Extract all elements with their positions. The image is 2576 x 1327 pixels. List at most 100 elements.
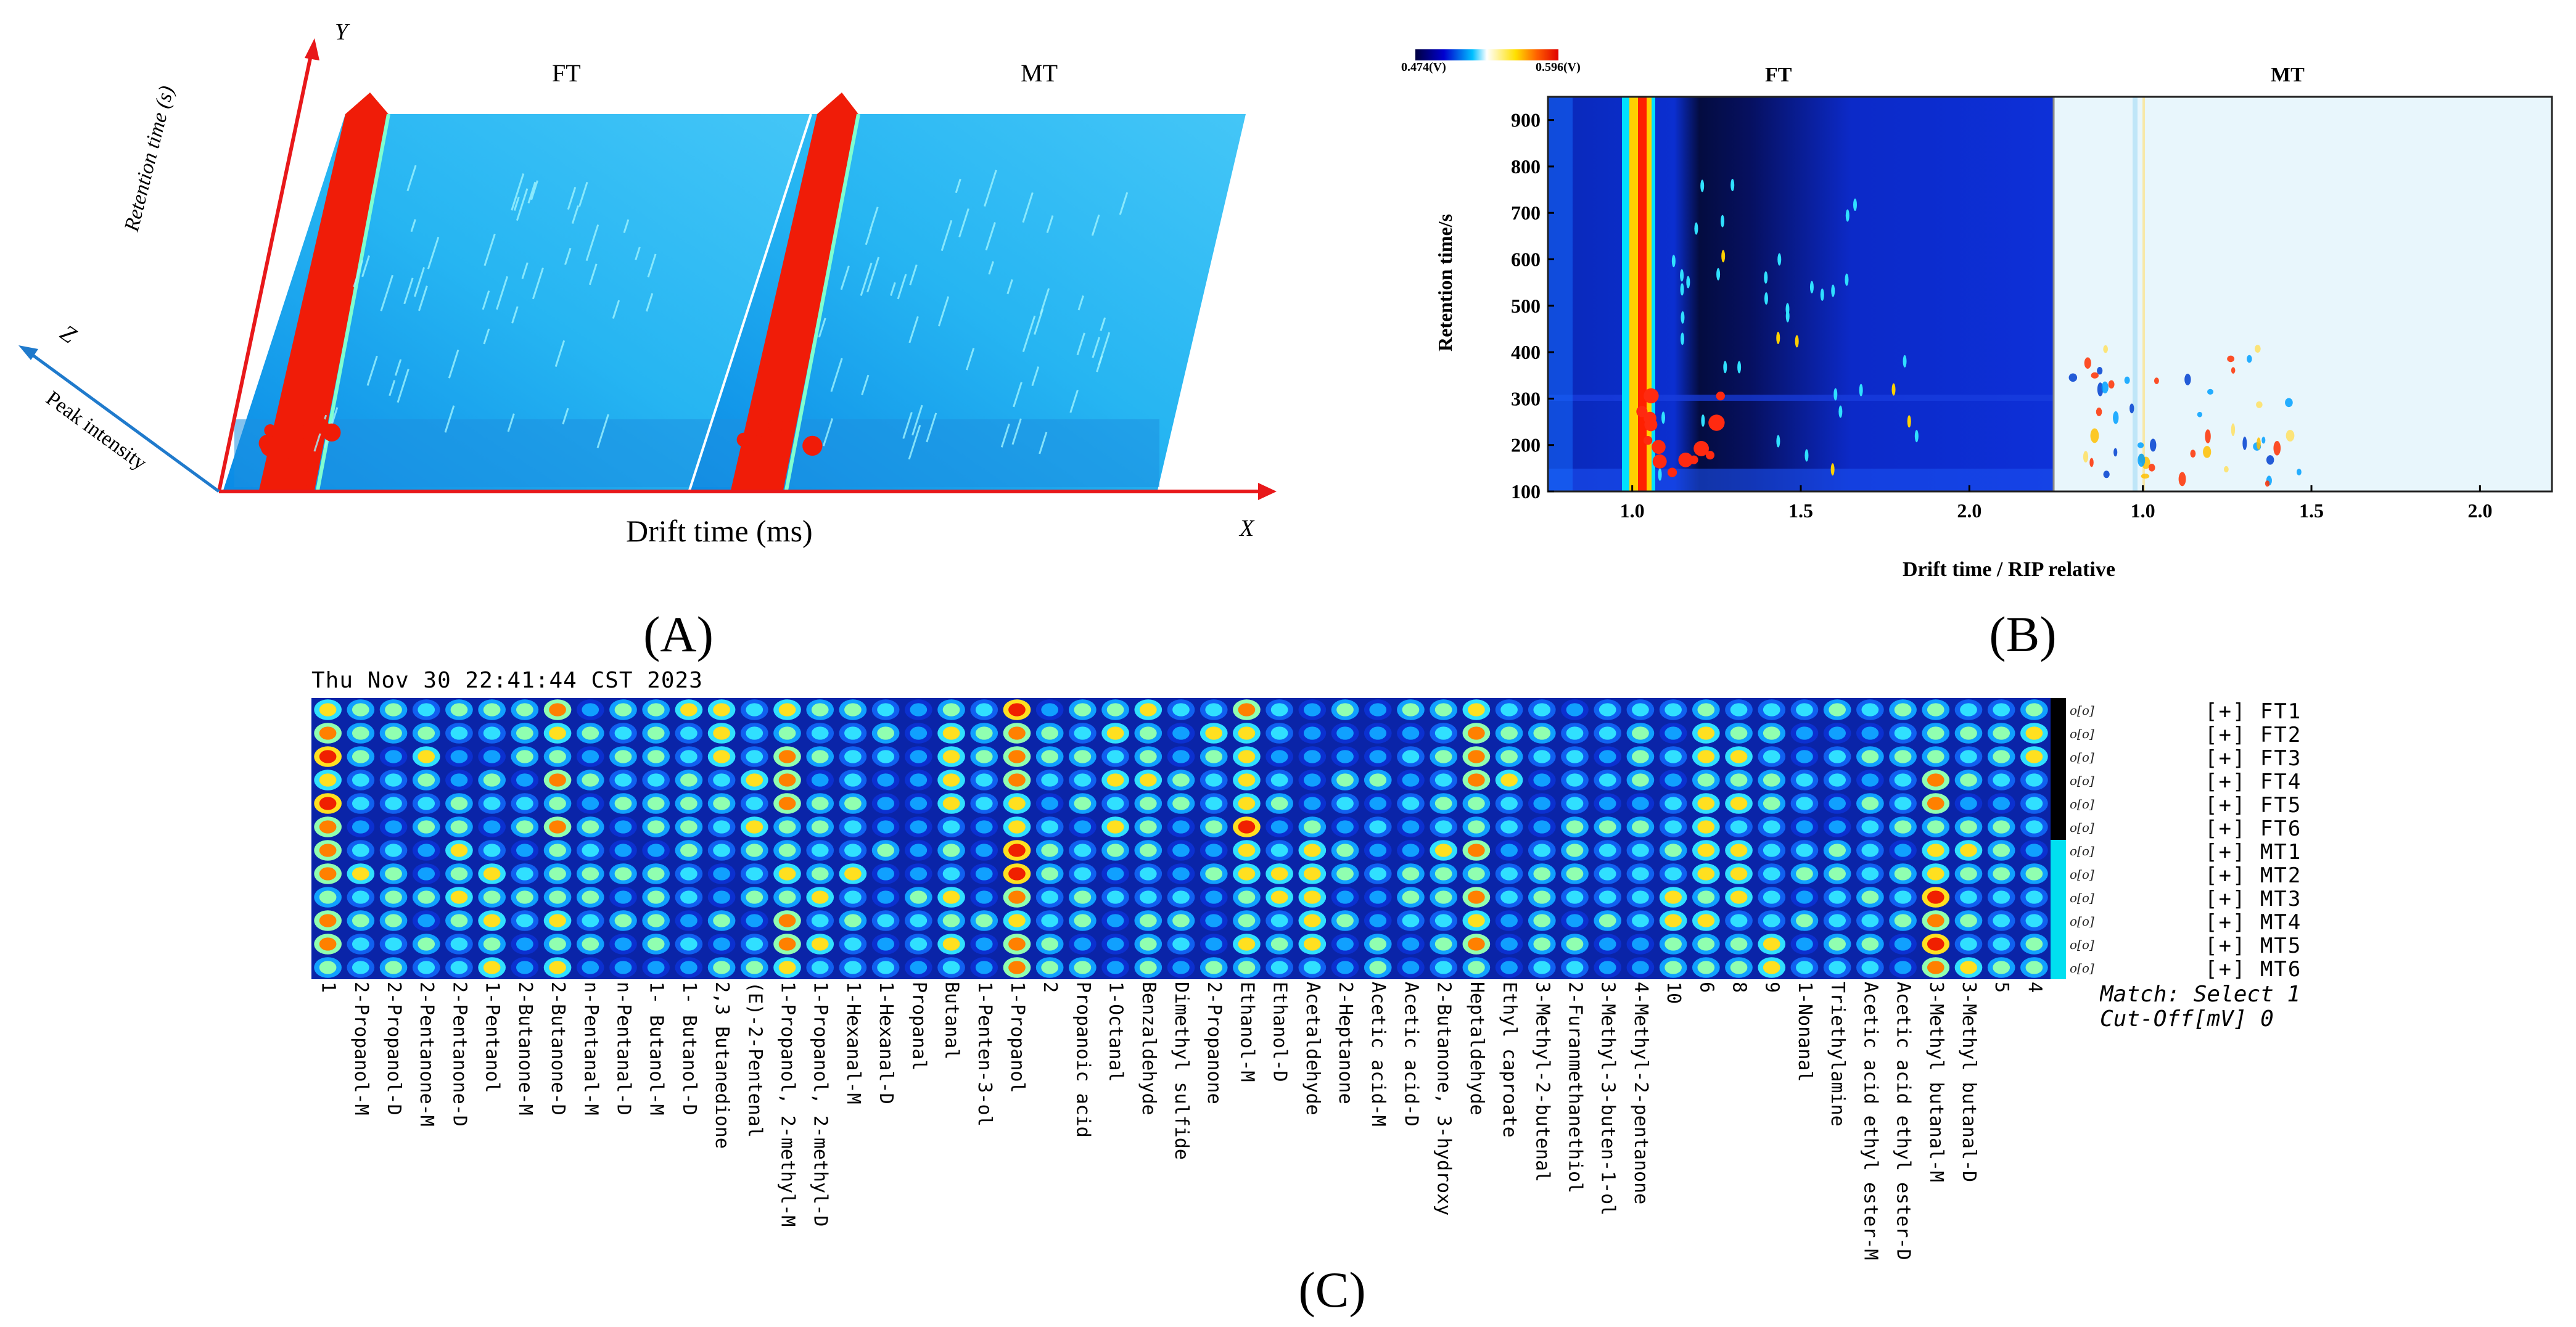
peak-streak bbox=[866, 257, 880, 293]
gallery-spot bbox=[811, 773, 829, 787]
gallery-spot bbox=[1402, 937, 1420, 951]
legend-item-ft2[interactable]: [+] FT2 bbox=[2205, 723, 2302, 747]
compound-label: Ethanol-D bbox=[1269, 982, 1291, 1082]
gallery-spot bbox=[582, 937, 599, 951]
gallery-spot bbox=[1533, 703, 1551, 717]
gallery-spot bbox=[910, 937, 928, 951]
gallery-spot bbox=[1500, 820, 1518, 834]
mt-spot bbox=[2231, 423, 2236, 437]
gallery-spot bbox=[844, 937, 862, 951]
gallery-spot bbox=[1270, 820, 1288, 834]
gallery-spot bbox=[1106, 726, 1124, 740]
gallery-spot bbox=[1665, 773, 1682, 787]
gallery-spot bbox=[811, 797, 829, 810]
mt-spot bbox=[2090, 428, 2099, 443]
gallery-spot bbox=[1960, 937, 1977, 951]
gallery-spot bbox=[582, 890, 599, 904]
gallery-spot bbox=[647, 773, 665, 787]
z-axis bbox=[27, 350, 220, 493]
gallery-spot bbox=[1402, 703, 1420, 717]
compound-label: Acetic acid ethyl ester-M bbox=[1859, 982, 1882, 1260]
gallery-spot bbox=[1139, 820, 1157, 834]
gallery-spot bbox=[352, 750, 369, 763]
legend-item-mt6[interactable]: [+] MT6 bbox=[2205, 957, 2302, 982]
legend-item-mt1[interactable]: [+] MT1 bbox=[2205, 840, 2302, 865]
legend-item-ft4[interactable]: [+] FT4 bbox=[2205, 770, 2302, 794]
peak-streak bbox=[353, 260, 364, 287]
gallery-spot bbox=[549, 750, 566, 763]
panel-a-xlabel: Drift time (ms) bbox=[626, 514, 813, 548]
peak-streak bbox=[394, 359, 402, 376]
peak-streak bbox=[908, 316, 919, 343]
peak-streak bbox=[596, 414, 609, 448]
gallery-spot bbox=[1303, 844, 1321, 857]
peak-streak bbox=[567, 187, 577, 210]
gallery-spot bbox=[483, 750, 501, 763]
gallery-spot bbox=[450, 820, 468, 834]
gallery-spot bbox=[1796, 703, 1813, 717]
legend-item-mt4[interactable]: [+] MT4 bbox=[2205, 910, 2302, 935]
ft-spot bbox=[1730, 179, 1735, 192]
gallery-spot bbox=[844, 867, 862, 881]
gallery-spot bbox=[942, 750, 960, 763]
legend-item-mt2[interactable]: [+] MT2 bbox=[2205, 863, 2302, 888]
y-tick-label: 100 bbox=[1511, 480, 1541, 503]
peak-streak bbox=[1006, 279, 1013, 295]
compound-label: 2-Butanone-M bbox=[514, 982, 536, 1115]
gallery-spot bbox=[319, 961, 337, 974]
gallery-spot bbox=[1139, 750, 1157, 763]
gallery-spot bbox=[811, 867, 829, 881]
gallery-spot bbox=[1927, 797, 1944, 810]
peak-streak bbox=[1011, 418, 1022, 445]
gallery-spot bbox=[680, 703, 697, 717]
gallery-spot bbox=[319, 844, 337, 857]
gallery-spot bbox=[1829, 867, 1846, 881]
gallery-spot bbox=[1500, 937, 1518, 951]
legend-item-ft5[interactable]: [+] FT5 bbox=[2205, 793, 2302, 818]
compound-label: 2-Propanol-M bbox=[350, 982, 372, 1115]
gallery-spot bbox=[1763, 844, 1780, 857]
gallery-spot bbox=[1008, 844, 1026, 857]
legend-item-mt3[interactable]: [+] MT3 bbox=[2205, 887, 2302, 911]
gallery-spot bbox=[1566, 867, 1584, 881]
gallery-spot bbox=[746, 797, 763, 810]
gallery-spot bbox=[713, 890, 730, 904]
gallery-spot bbox=[385, 867, 402, 881]
gallery-spot bbox=[1205, 726, 1223, 740]
gallery-spot bbox=[1500, 961, 1518, 974]
mt-spot bbox=[2285, 398, 2293, 408]
gallery-spot bbox=[1927, 750, 1944, 763]
legend-item-ft6[interactable]: [+] FT6 bbox=[2205, 816, 2302, 841]
legend-item-ft1[interactable]: [+] FT1 bbox=[2205, 699, 2302, 724]
gallery-spot bbox=[1074, 937, 1092, 951]
gallery-spot bbox=[647, 797, 665, 810]
gallery-spot bbox=[942, 914, 960, 927]
rip-blob bbox=[279, 458, 301, 480]
gallery-spot bbox=[385, 726, 402, 740]
gallery-spot bbox=[1829, 703, 1846, 717]
gallery-spot bbox=[1763, 961, 1780, 974]
oo-marker: o[o] bbox=[2070, 797, 2094, 811]
gallery-spot bbox=[582, 844, 599, 857]
gallery-spot bbox=[1960, 797, 1977, 810]
legend-item-ft3[interactable]: [+] FT3 bbox=[2205, 746, 2302, 771]
panel-b-xlabel: Drift time / RIP relative bbox=[1903, 558, 2115, 581]
gallery-spot bbox=[1336, 937, 1354, 951]
gallery-spot bbox=[1500, 797, 1518, 810]
peak-streak bbox=[511, 173, 525, 211]
gallery-spot bbox=[2025, 703, 2043, 717]
y-tick-label: 300 bbox=[1511, 387, 1541, 409]
peak-streak bbox=[1022, 192, 1034, 223]
gallery-spot bbox=[1139, 773, 1157, 787]
rip-blob bbox=[768, 417, 784, 433]
ft-spot bbox=[1820, 288, 1824, 301]
legend-item-mt5[interactable]: [+] MT5 bbox=[2205, 934, 2302, 958]
gallery-spot bbox=[352, 773, 369, 787]
mt-spot bbox=[2096, 407, 2102, 416]
mt-spot bbox=[2261, 437, 2266, 444]
gallery-spot bbox=[1369, 726, 1387, 740]
gallery-spot bbox=[1238, 750, 1256, 763]
gallery-spot bbox=[1468, 867, 1485, 881]
mt-spot bbox=[2103, 345, 2109, 353]
